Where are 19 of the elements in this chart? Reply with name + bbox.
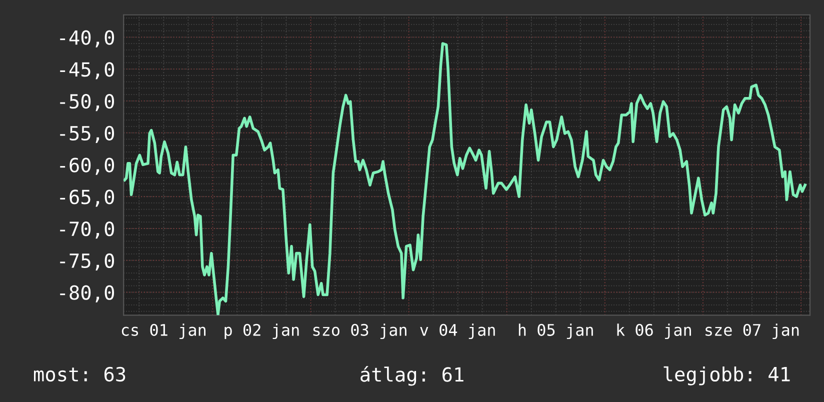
y-tick-label: -80,0 — [60, 285, 114, 302]
text: legjobb: 41 — [664, 366, 790, 386]
x-tick-label: p 02 jan — [224, 324, 299, 340]
y-tick-label: -75,0 — [60, 253, 114, 270]
x-tick-label: szo 03 jan — [313, 324, 406, 340]
y-tick-label: -60,0 — [60, 158, 114, 175]
text: átlag: 61 — [360, 366, 464, 386]
y-tick-label: -65,0 — [60, 190, 114, 207]
x-tick-label: k 06 jan — [617, 324, 691, 340]
y-tick-label: -40,0 — [60, 30, 114, 48]
y-tick-label: -70,0 — [60, 221, 114, 239]
text: most: 63 — [34, 366, 126, 382]
y-tick-label: -45,0 — [60, 62, 114, 80]
x-tick-label: v 04 jan — [420, 324, 495, 340]
x-tick-label: cs 01 jan — [122, 324, 206, 340]
x-tick-label: sze 07 jan — [706, 324, 799, 340]
x-tick-label: h 05 jan — [518, 324, 593, 340]
y-tick-label: -55,0 — [60, 126, 114, 143]
y-tick-label: -50,0 — [60, 94, 114, 112]
